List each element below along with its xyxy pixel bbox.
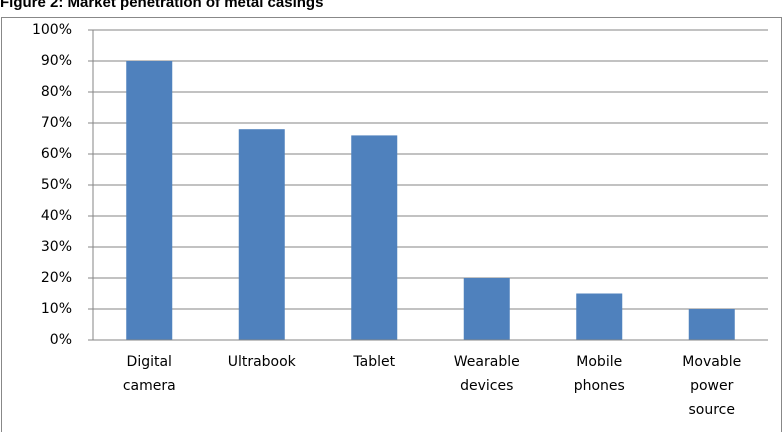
y-tick-label: 10% [41, 301, 72, 317]
x-tick-label: Wearable devices [453, 354, 520, 394]
y-tick-label: 60% [41, 146, 72, 162]
bar [351, 135, 398, 340]
y-tick-label: 70% [41, 115, 72, 131]
y-tick-label: 50% [41, 177, 72, 193]
y-tick-label: 80% [41, 84, 72, 100]
y-tick-label: 0% [50, 332, 72, 348]
bar [238, 129, 285, 340]
x-tick-label: Mobile phones [573, 354, 625, 394]
bar [463, 278, 510, 340]
y-tick-label: 90% [41, 53, 72, 69]
y-tick-label: 20% [41, 270, 72, 286]
bar [126, 61, 173, 340]
bar [576, 293, 623, 340]
y-tick-label: 100% [32, 22, 72, 38]
y-tick-label: 30% [41, 239, 72, 255]
chart-frame [1, 17, 782, 432]
x-tick-label: Ultrabook [227, 354, 296, 370]
x-tick-label: Movable power source [682, 354, 742, 418]
x-tick-label: Digital camera [122, 354, 176, 394]
bar [688, 309, 735, 340]
y-tick-label: 40% [41, 208, 72, 224]
chart-title: Figure 2: Market penetration of metal ca… [0, 0, 323, 11]
x-tick-label: Tablet [353, 354, 396, 370]
